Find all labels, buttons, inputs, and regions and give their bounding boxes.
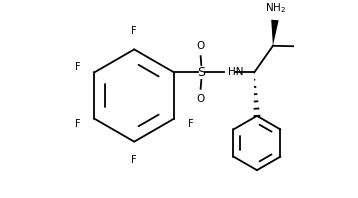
Text: F: F xyxy=(75,119,81,129)
Polygon shape xyxy=(271,20,279,46)
Text: F: F xyxy=(131,26,137,36)
Text: NH$_2$: NH$_2$ xyxy=(265,1,286,15)
Text: F: F xyxy=(188,119,193,129)
Text: HN: HN xyxy=(228,67,243,77)
Text: O: O xyxy=(197,94,205,104)
Text: F: F xyxy=(75,62,81,72)
Text: O: O xyxy=(197,41,205,51)
Text: S: S xyxy=(197,66,205,79)
Text: F: F xyxy=(131,155,137,165)
